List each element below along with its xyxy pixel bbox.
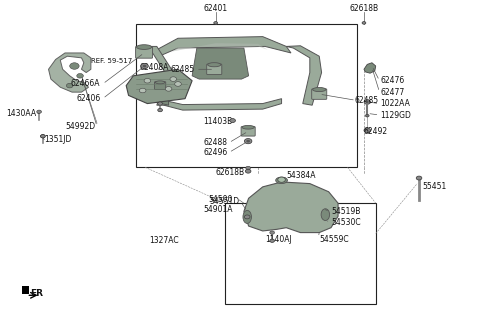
- Text: 54530C: 54530C: [331, 218, 360, 227]
- Circle shape: [270, 239, 275, 242]
- Text: 62618B: 62618B: [215, 168, 244, 177]
- Text: 55451: 55451: [422, 182, 446, 191]
- Bar: [22, 286, 29, 294]
- Circle shape: [246, 166, 251, 170]
- Text: FR: FR: [30, 289, 43, 297]
- Text: 54551D: 54551D: [209, 197, 239, 206]
- Text: 62496: 62496: [203, 148, 228, 157]
- Ellipse shape: [276, 177, 288, 184]
- Circle shape: [245, 169, 251, 173]
- Ellipse shape: [136, 45, 152, 50]
- Circle shape: [366, 101, 369, 103]
- Text: 62406: 62406: [76, 94, 100, 103]
- Polygon shape: [48, 53, 91, 92]
- Circle shape: [244, 215, 250, 219]
- Text: 54519B: 54519B: [331, 207, 360, 216]
- Circle shape: [77, 73, 84, 78]
- Polygon shape: [157, 37, 291, 56]
- Circle shape: [37, 110, 41, 113]
- Ellipse shape: [312, 88, 326, 92]
- Text: 62477: 62477: [381, 88, 405, 97]
- FancyBboxPatch shape: [155, 82, 166, 90]
- Text: 62492: 62492: [364, 127, 388, 136]
- Polygon shape: [244, 182, 338, 233]
- Circle shape: [40, 134, 45, 138]
- Text: 62485: 62485: [170, 65, 194, 74]
- Circle shape: [246, 140, 250, 142]
- Circle shape: [143, 65, 146, 67]
- Text: 62408A: 62408A: [140, 63, 169, 72]
- Circle shape: [365, 114, 369, 117]
- Circle shape: [175, 82, 181, 86]
- Ellipse shape: [321, 209, 330, 220]
- Polygon shape: [364, 63, 376, 73]
- Ellipse shape: [242, 125, 254, 129]
- Text: 1129GD: 1129GD: [381, 111, 411, 119]
- Circle shape: [66, 83, 73, 88]
- Circle shape: [278, 177, 285, 182]
- Text: 1327AC: 1327AC: [149, 236, 179, 245]
- Text: 62476: 62476: [381, 76, 405, 85]
- Ellipse shape: [208, 63, 221, 67]
- Text: 62488: 62488: [204, 138, 228, 147]
- Text: 62485: 62485: [355, 96, 379, 105]
- Text: 62618B: 62618B: [349, 4, 379, 13]
- Circle shape: [139, 88, 146, 93]
- Circle shape: [141, 63, 148, 69]
- Circle shape: [214, 22, 217, 24]
- Polygon shape: [147, 94, 168, 105]
- Circle shape: [40, 134, 45, 138]
- Circle shape: [158, 102, 162, 105]
- Text: 1430AA: 1430AA: [7, 109, 37, 118]
- Circle shape: [364, 100, 371, 104]
- Text: 54559C: 54559C: [319, 235, 349, 244]
- FancyBboxPatch shape: [312, 89, 327, 99]
- Text: 1351JD: 1351JD: [44, 135, 71, 144]
- Polygon shape: [286, 46, 322, 105]
- Polygon shape: [192, 48, 249, 79]
- Text: 1140AJ: 1140AJ: [265, 235, 292, 244]
- Ellipse shape: [243, 210, 252, 223]
- FancyBboxPatch shape: [207, 64, 222, 74]
- Polygon shape: [164, 99, 282, 110]
- Polygon shape: [126, 69, 192, 104]
- Text: 62401: 62401: [204, 4, 228, 13]
- Circle shape: [158, 109, 162, 112]
- Bar: [136, 24, 357, 167]
- Bar: [225, 203, 376, 304]
- Circle shape: [270, 231, 275, 234]
- Text: 54500: 54500: [208, 195, 233, 204]
- Circle shape: [244, 138, 252, 144]
- Polygon shape: [147, 47, 176, 105]
- Circle shape: [144, 78, 151, 83]
- Circle shape: [362, 22, 366, 24]
- Circle shape: [230, 119, 235, 123]
- FancyBboxPatch shape: [241, 127, 255, 136]
- FancyBboxPatch shape: [136, 47, 153, 58]
- Text: 54901A: 54901A: [203, 205, 233, 214]
- Polygon shape: [171, 43, 267, 53]
- Text: 62466A: 62466A: [71, 79, 100, 89]
- Text: 1022AA: 1022AA: [381, 99, 410, 108]
- Circle shape: [70, 63, 79, 69]
- Circle shape: [170, 77, 177, 81]
- Circle shape: [165, 87, 172, 91]
- Circle shape: [416, 176, 422, 180]
- Text: REF. 59-517: REF. 59-517: [91, 58, 132, 64]
- Ellipse shape: [156, 81, 165, 84]
- Text: 54384A: 54384A: [286, 171, 316, 180]
- Circle shape: [364, 128, 371, 133]
- Text: 11403B: 11403B: [203, 117, 232, 126]
- Text: 54992D: 54992D: [65, 122, 96, 131]
